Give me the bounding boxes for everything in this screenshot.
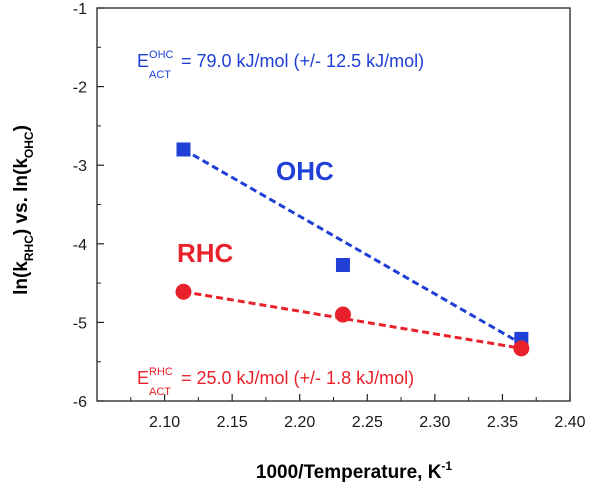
y-tick-label: -5 [73,315,87,332]
ohc-data-point [335,258,350,273]
ohc-activation-annotation: EOHC ACT = 79.0 kJ/mol (+/- 12.5 kJ/mol) [137,49,424,81]
rhc-e-symbol: E [137,368,149,388]
ohc-e-subscript: ACT [149,69,171,81]
rhc-e-subscript: ACT [149,386,171,398]
ohc-e-symbol: E [137,51,149,71]
ohc-fit-line [182,148,523,345]
x-axis-title-sup: -1 [441,459,452,473]
y-tick-label: -4 [73,237,87,254]
rhc-data-point [513,340,530,357]
rhc-data-point [175,283,192,300]
y-axis-title-sub1: RHC [22,235,36,261]
ohc-activation-value: = 79.0 kJ/mol (+/- 12.5 kJ/mol) [176,51,424,71]
x-tick-label: 2.35 [487,414,518,431]
x-tick-label: 2.40 [554,414,585,431]
x-tick-label: 2.30 [419,414,450,431]
y-axis-title-sub2: OHC [22,131,36,158]
y-tick-label: -1 [73,1,87,18]
rhc-series-label: RHC [177,238,234,268]
y-tick-label: -6 [73,394,87,411]
rhc-fit-line [183,290,522,350]
ohc-data-point [176,142,191,157]
rhc-e-superscript: RHC [149,366,173,378]
x-tick-label: 2.15 [217,414,248,431]
x-tick-label: 2.25 [352,414,383,431]
y-axis-title-part3: ) [11,125,32,131]
x-tick-label: 2.10 [149,414,180,431]
ohc-e-superscript: OHC [149,49,174,61]
y-tick-label: -2 [73,80,87,97]
y-axis-title-part2: ) vs. ln(k [11,158,32,236]
rhc-data-point [334,306,351,323]
y-axis-title: ln(kRHC) vs. ln(kOHC) [11,125,36,295]
ohc-series-label: OHC [276,156,334,186]
y-axis-title-part1: ln(k [11,261,32,295]
rhc-activation-value: = 25.0 kJ/mol (+/- 1.8 kJ/mol) [176,368,414,388]
y-tick-label: -3 [73,158,87,175]
x-tick-label: 2.20 [284,414,315,431]
rhc-activation-annotation: ERHC ACT = 25.0 kJ/mol (+/- 1.8 kJ/mol) [137,366,414,398]
x-axis-title-base: 1000/Temperature, K [256,462,442,483]
x-axis-title: 1000/Temperature, K-1 [256,459,453,483]
